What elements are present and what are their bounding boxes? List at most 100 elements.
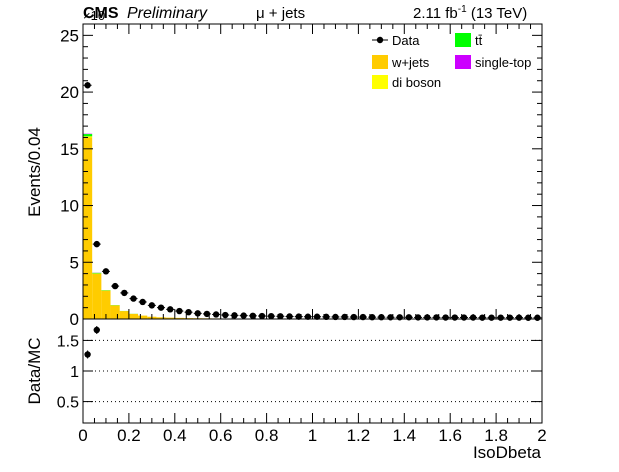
data-point	[295, 313, 302, 320]
data-points	[83, 82, 542, 321]
main-y-axis-label: Events/0.04	[25, 127, 44, 217]
bar	[101, 290, 111, 319]
main-y-axis: 0 5 10 15 20 25	[60, 26, 542, 329]
data-point	[102, 268, 110, 275]
data-point	[249, 312, 257, 320]
legend-label: di boson	[392, 75, 441, 90]
main-frame	[82, 23, 543, 320]
data-point	[111, 282, 119, 290]
x-tick-label: 1.2	[347, 426, 371, 445]
data-point	[323, 313, 330, 321]
legend-label: w+jets	[391, 55, 430, 70]
status-label: Preliminary	[127, 5, 208, 22]
ratio-panel: 0.5 1 1.5 0 0.2 0.4 0.6 0.8 1 1.2 1.4 1.6 1.8 2 Data…	[25, 318, 547, 462]
y-multiplier-label: ×10	[83, 8, 105, 23]
data-point	[212, 311, 220, 318]
data-point	[84, 82, 91, 89]
x-tick-label: 1	[308, 426, 317, 445]
x-tick-label: 1.8	[484, 426, 508, 445]
data-point	[222, 311, 229, 319]
ratio-y-tick-label: 1.5	[57, 333, 79, 350]
x-tick-label: 0.2	[117, 426, 141, 445]
y-tick-label: 0	[70, 310, 79, 329]
bar	[83, 134, 93, 137]
y-tick-label: 20	[60, 83, 79, 102]
data-point	[194, 310, 201, 317]
data-point	[277, 313, 284, 320]
ratio-x-axis: 0 0.2 0.4 0.6 0.8 1 1.2 1.4 1.6 1.8 2	[78, 413, 547, 445]
x-tick-label: 0.8	[255, 426, 279, 445]
ratio-point	[84, 351, 91, 358]
data-point	[176, 307, 183, 315]
data-point	[534, 314, 541, 321]
x-tick-label: 0	[78, 426, 87, 445]
y-tick-label: 5	[70, 253, 79, 272]
data-point	[304, 313, 312, 320]
data-point	[203, 310, 211, 318]
bar	[174, 317, 184, 319]
data-point	[442, 314, 449, 321]
legend-item-di-boson: di boson	[372, 75, 441, 90]
bar	[92, 272, 102, 274]
legend: Data tt̄ w+jets single-top di boson	[372, 33, 531, 90]
ratio-reference-lines	[83, 339, 542, 403]
channel-label: μ + jets	[256, 5, 305, 22]
legend-item-w+jets: w+jets	[372, 55, 430, 70]
bar	[119, 311, 129, 319]
legend-swatch	[372, 55, 388, 69]
x-tick-label: 0.6	[209, 426, 233, 445]
data-point	[93, 240, 100, 248]
data-point	[497, 314, 504, 321]
legend-marker	[376, 36, 384, 44]
series-single-top	[83, 133, 102, 273]
bar	[138, 315, 148, 319]
ratio-y-tick-label: 0.5	[57, 395, 79, 412]
data-point	[313, 313, 321, 320]
data-point	[258, 312, 266, 320]
data-point	[231, 312, 238, 319]
series-w+jets	[83, 137, 542, 319]
bar	[83, 136, 93, 138]
x-tick-label: 2	[537, 426, 546, 445]
main-x-axis-ticks	[82, 24, 543, 319]
legend-item-single-top: single-top	[455, 55, 531, 70]
legend-item-data: Data	[372, 33, 420, 48]
legend-label: single-top	[475, 55, 531, 70]
data-point	[148, 302, 156, 309]
x-axis-label: IsoDbeta	[473, 443, 542, 462]
data-point	[267, 312, 275, 320]
ratio-point	[93, 326, 100, 334]
legend-swatch	[372, 75, 388, 89]
luminosity-label: 2.11 fb-1 (13 TeV)	[413, 4, 527, 22]
data-point	[139, 298, 146, 306]
bar	[165, 317, 175, 319]
experiment-label: CMS	[83, 5, 119, 22]
x-tick-label: 1.4	[392, 426, 416, 445]
data-point	[396, 314, 403, 321]
ratio-y-tick-label: 1	[70, 364, 79, 381]
ratio-y-axis: 0.5 1 1.5	[57, 333, 542, 412]
data-point	[185, 308, 192, 316]
bar	[92, 273, 102, 319]
x-tick-label: 1.6	[438, 426, 462, 445]
stacked-histogram	[83, 133, 542, 319]
data-point	[451, 314, 458, 321]
data-point	[157, 304, 165, 311]
y-tick-label: 15	[60, 140, 79, 159]
bar	[128, 313, 139, 319]
bar	[110, 305, 120, 319]
ratio-y-axis-label: Data/MC	[25, 337, 44, 404]
legend-label: tt̄	[475, 33, 483, 48]
legend-swatch	[455, 55, 471, 69]
y-tick-label: 10	[60, 197, 79, 216]
ratio-points	[84, 326, 100, 359]
series-di boson	[83, 136, 120, 306]
data-point	[167, 306, 174, 313]
data-point	[121, 289, 128, 297]
bar	[156, 317, 166, 319]
series-tt̄	[83, 134, 139, 314]
main-panel: 0 5 10 15 20 25 ×10 Events/0.04	[25, 8, 543, 329]
data-point	[405, 314, 413, 321]
plot-header: CMS Preliminary μ + jets 2.11 fb-1 (13 T…	[83, 4, 527, 22]
